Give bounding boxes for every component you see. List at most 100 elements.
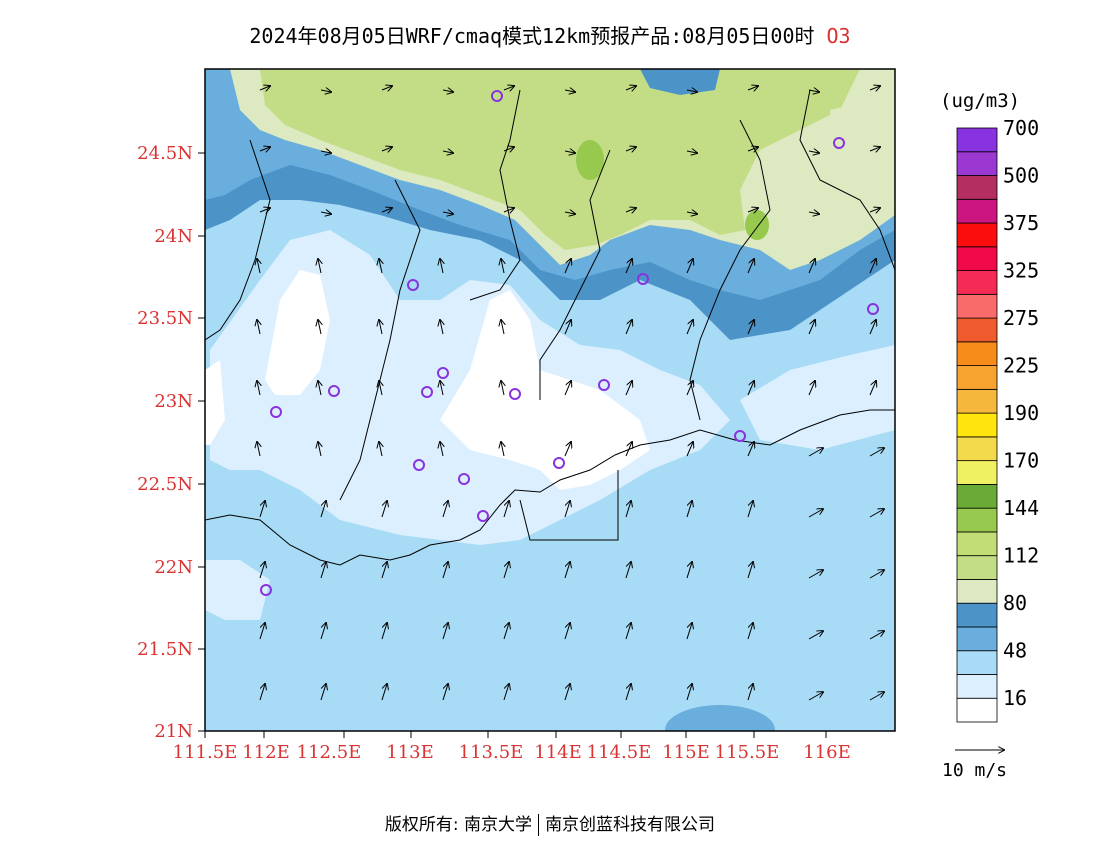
wind-arrow (501, 442, 504, 457)
wind-arrow (625, 208, 636, 212)
lat-label: 22.5N (137, 474, 193, 495)
lon-label: 113E (386, 742, 434, 763)
colorbar-swatch (956, 697, 998, 723)
copyright: 版权所有: 南京大学 南京创蓝科技有限公司 (0, 810, 1100, 836)
wind-arrow (564, 259, 571, 274)
wind-arrow (625, 147, 636, 151)
colorbar-swatch (956, 365, 998, 390)
wind-arrow (503, 208, 514, 212)
wind-arrow (869, 631, 884, 640)
wind-arrow (625, 86, 636, 90)
wind-arrow (564, 442, 571, 457)
wind-arrow (381, 86, 392, 90)
lat-label: 24.5N (137, 143, 193, 164)
wind-arrow (442, 212, 453, 214)
boundaries (205, 89, 895, 566)
wind-arrow (564, 501, 570, 518)
lat-label: 23.5N (137, 308, 193, 329)
station-marker (421, 386, 433, 398)
wind-arrow (869, 448, 884, 457)
colorbar-level-label: 375 (1003, 211, 1039, 235)
colorbar-swatch (956, 127, 998, 153)
station-marker (260, 584, 272, 596)
wind-arrow (442, 501, 448, 518)
wind-arrow (625, 501, 631, 518)
wind-arrow (808, 151, 819, 153)
wind-arrow (686, 212, 697, 214)
wind-arrow (381, 501, 387, 518)
colorbar-level-label: 190 (1003, 401, 1039, 425)
station-marker (509, 388, 521, 400)
colorbar-level-label: 16 (1003, 686, 1027, 710)
latitude-axis: 24.5N 24N 23.5N 23N 22.5N 22N 21.5N 21N (137, 143, 205, 742)
colorbar-level-label: 80 (1003, 591, 1027, 615)
wind-arrow (503, 562, 509, 579)
wind-arrow (625, 562, 631, 579)
colorbar-level-label: 700 (1003, 116, 1039, 140)
wind-arrow (869, 570, 884, 579)
lat-label: 21N (154, 721, 193, 742)
station-marker (270, 406, 282, 418)
wind-arrow (257, 381, 260, 396)
station-marker (734, 430, 746, 442)
colorbar-swatch (956, 460, 998, 485)
wind-arrow (747, 259, 754, 274)
wind-arrow (625, 259, 632, 274)
lon-label: 115.5E (715, 742, 780, 763)
wind-arrow (747, 147, 758, 151)
wind-arrow (686, 151, 697, 153)
wind-arrow (564, 381, 571, 396)
wind-arrow (625, 381, 632, 396)
colorbar-swatch (956, 222, 998, 248)
wind-arrow (625, 320, 632, 335)
title-main: 2024年08月05日WRF/cmaq模式12km预报产品:08月05日00时 (249, 24, 815, 48)
colorbar-swatch (956, 151, 998, 176)
wind-arrow (564, 151, 575, 153)
wind-arrow (869, 208, 880, 212)
lon-label: 112.5E (297, 742, 362, 763)
wind-arrow (503, 147, 514, 151)
station-marker (407, 279, 419, 291)
station-marker (328, 385, 340, 397)
wind-arrow (318, 259, 321, 274)
station-marker (553, 457, 565, 469)
wind-arrow (318, 442, 321, 457)
wind-arrow (381, 208, 392, 212)
colorbar-level-label: 144 (1003, 496, 1039, 520)
wind-arrow (747, 208, 758, 212)
wind-arrow (379, 381, 382, 396)
wind-arrow (564, 562, 570, 579)
wind-arrow (686, 442, 693, 457)
wind-arrow (318, 320, 321, 335)
wind-arrow (440, 381, 443, 396)
wind-arrow (869, 147, 880, 151)
wind-arrow (259, 684, 265, 701)
wind-arrow (379, 442, 382, 457)
wind-legend-label: 10 m/s (942, 760, 1008, 781)
lat-label: 24N (154, 226, 193, 247)
lon-label: 112E (242, 742, 290, 763)
wind-arrow (320, 562, 326, 579)
wind-arrow (808, 509, 823, 518)
colorbar-swatch (956, 436, 998, 462)
colorbar-swatch (956, 626, 998, 652)
colorbar-swatch (956, 602, 998, 628)
wind-arrow (625, 442, 632, 457)
map-frame (204, 68, 896, 732)
colorbar-swatch (956, 293, 998, 319)
colorbar-swatch (956, 341, 998, 366)
wind-arrow (564, 212, 575, 214)
colorbar-level-label: 170 (1003, 449, 1039, 473)
colorbar-swatch (956, 531, 998, 557)
wind-arrow (564, 320, 571, 335)
lat-label: 21.5N (137, 639, 193, 660)
wind-arrow (259, 147, 270, 151)
wind-arrow (869, 86, 880, 90)
wind-arrow (686, 320, 693, 335)
wind-arrow (259, 562, 265, 579)
longitude-axis: 111.5E 112E 112.5E 113E 113.5E 114E 114.5E 115E… (173, 731, 851, 763)
wind-arrow (259, 86, 270, 90)
wind-arrow (257, 320, 260, 335)
colorbar-level-label: 500 (1003, 164, 1039, 188)
